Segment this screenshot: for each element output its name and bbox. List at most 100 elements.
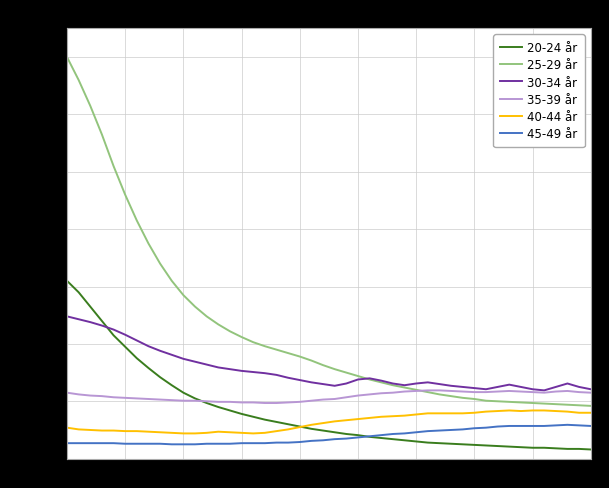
25-29 år — [541, 401, 548, 407]
40-44 år — [203, 430, 210, 436]
25-29 år — [86, 103, 94, 109]
25-29 år — [261, 344, 269, 349]
25-29 år — [319, 363, 326, 368]
45-49 år — [448, 427, 455, 433]
35-39 år — [296, 399, 303, 405]
40-44 år — [227, 429, 234, 435]
20-24 år — [471, 442, 478, 448]
45-49 år — [459, 427, 466, 432]
25-29 år — [448, 393, 455, 399]
35-39 år — [157, 397, 164, 403]
30-34 år — [250, 369, 257, 375]
25-29 år — [459, 395, 466, 401]
30-34 år — [389, 381, 396, 386]
35-39 år — [424, 387, 431, 393]
35-39 år — [203, 399, 210, 405]
45-49 år — [482, 425, 490, 431]
35-39 år — [273, 400, 280, 406]
40-44 år — [122, 428, 129, 434]
40-44 år — [517, 408, 524, 414]
40-44 år — [401, 413, 408, 419]
45-49 år — [308, 438, 315, 444]
20-24 år — [331, 429, 339, 435]
30-34 år — [494, 384, 501, 390]
25-29 år — [424, 389, 431, 395]
35-39 år — [214, 399, 222, 405]
25-29 år — [296, 354, 303, 360]
35-39 år — [366, 392, 373, 398]
25-29 år — [203, 314, 210, 320]
45-49 år — [343, 436, 350, 442]
45-49 år — [227, 441, 234, 447]
45-49 år — [505, 423, 513, 429]
35-39 år — [471, 389, 478, 395]
20-24 år — [98, 318, 105, 324]
40-44 år — [168, 430, 175, 436]
25-29 år — [145, 241, 152, 247]
20-24 år — [378, 435, 385, 441]
40-44 år — [63, 425, 71, 431]
20-24 år — [296, 424, 303, 429]
20-24 år — [284, 422, 292, 427]
40-44 år — [296, 424, 303, 430]
45-49 år — [401, 430, 408, 436]
20-24 år — [412, 439, 420, 445]
40-44 år — [448, 410, 455, 416]
25-29 år — [471, 396, 478, 402]
20-24 år — [424, 440, 431, 446]
30-34 år — [471, 386, 478, 391]
40-44 år — [145, 429, 152, 435]
40-44 år — [471, 410, 478, 416]
35-39 år — [389, 390, 396, 396]
20-24 år — [75, 290, 82, 296]
25-29 år — [98, 132, 105, 138]
20-24 år — [529, 445, 536, 451]
30-34 år — [343, 381, 350, 386]
35-39 år — [354, 393, 362, 399]
40-44 år — [366, 415, 373, 421]
20-24 år — [133, 356, 141, 362]
20-24 år — [157, 374, 164, 380]
40-44 år — [378, 414, 385, 420]
30-34 år — [191, 359, 199, 365]
45-49 år — [389, 431, 396, 437]
25-29 år — [284, 350, 292, 356]
45-49 år — [529, 423, 536, 429]
20-24 år — [203, 400, 210, 406]
30-34 år — [145, 344, 152, 349]
20-24 år — [191, 396, 199, 402]
30-34 år — [448, 383, 455, 389]
20-24 år — [180, 390, 187, 396]
35-39 år — [378, 390, 385, 396]
30-34 år — [86, 320, 94, 325]
30-34 år — [214, 365, 222, 370]
35-39 år — [75, 392, 82, 398]
Line: 40-44 år: 40-44 år — [67, 410, 591, 433]
25-29 år — [250, 340, 257, 346]
20-24 år — [261, 417, 269, 423]
45-49 år — [63, 440, 71, 446]
35-39 år — [331, 396, 339, 402]
20-24 år — [517, 445, 524, 450]
30-34 år — [401, 383, 408, 388]
20-24 år — [238, 411, 245, 417]
20-24 år — [110, 333, 117, 339]
20-24 år — [319, 428, 326, 434]
25-29 år — [180, 293, 187, 299]
40-44 år — [587, 410, 594, 416]
Line: 25-29 år: 25-29 år — [67, 58, 591, 406]
20-24 år — [308, 426, 315, 432]
45-49 år — [412, 429, 420, 435]
20-24 år — [576, 446, 583, 452]
25-29 år — [133, 218, 141, 224]
Legend: 20-24 år, 25-29 år, 30-34 år, 35-39 år, 40-44 år, 45-49 år: 20-24 år, 25-29 år, 30-34 år, 35-39 år, … — [493, 35, 585, 148]
20-24 år — [366, 434, 373, 440]
30-34 år — [273, 372, 280, 378]
30-34 år — [505, 382, 513, 388]
20-24 år — [273, 419, 280, 425]
45-49 år — [110, 440, 117, 446]
35-39 år — [494, 389, 501, 395]
35-39 år — [587, 390, 594, 396]
40-44 år — [110, 428, 117, 434]
30-34 år — [436, 381, 443, 387]
